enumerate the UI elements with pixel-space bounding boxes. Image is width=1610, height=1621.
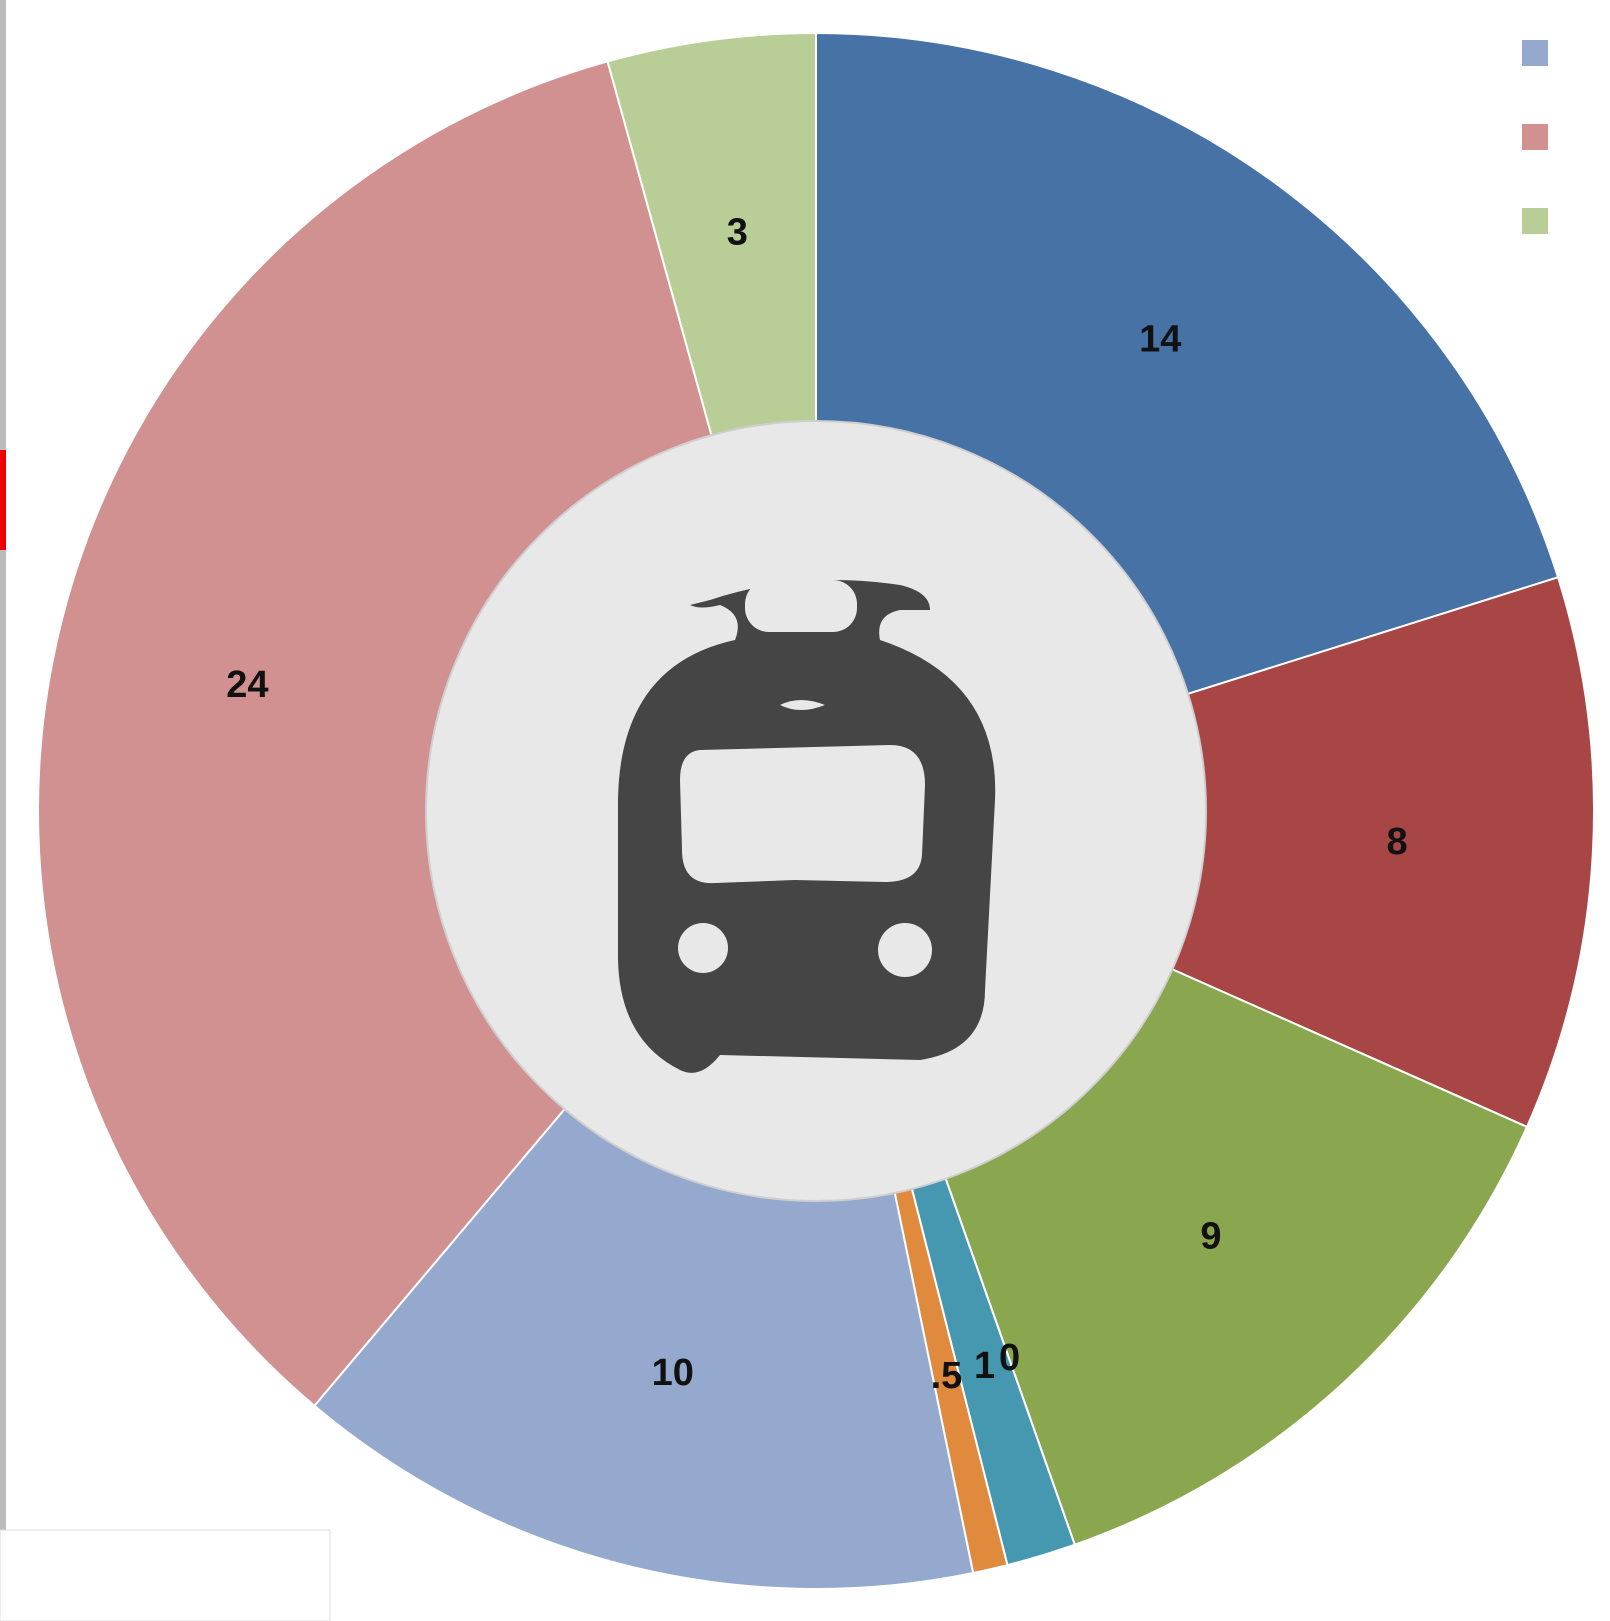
- data-label: 10: [652, 1352, 694, 1394]
- data-label: 8: [1387, 821, 1408, 863]
- data-label: 1: [974, 1345, 995, 1387]
- overlay-box: [0, 1529, 331, 1621]
- data-label: 14: [1139, 319, 1181, 361]
- data-label: 3: [727, 211, 748, 253]
- legend-swatch: [1522, 40, 1548, 66]
- data-label: 0: [999, 1337, 1020, 1379]
- legend-swatch: [1522, 208, 1548, 234]
- slice: [813, 576, 1595, 1129]
- left-edge: [0, 0, 6, 1621]
- legend-swatch: [1522, 124, 1548, 150]
- slice: [37, 60, 818, 1408]
- data-label: 9: [1200, 1216, 1221, 1258]
- tram-icon: [618, 580, 996, 1073]
- slices: [37, 31, 1595, 1590]
- data-label: .5: [931, 1355, 963, 1397]
- labels: 14 8 9 01 .5 10 24 3: [226, 211, 1407, 1397]
- data-label: 24: [226, 664, 268, 706]
- edge-marker: [0, 450, 6, 550]
